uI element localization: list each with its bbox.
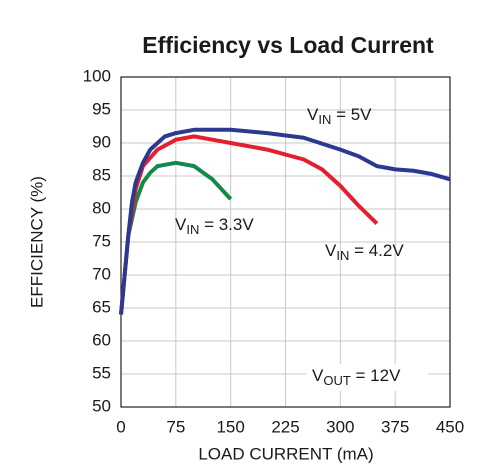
annotation: VOUT = 12V (312, 366, 401, 388)
series-label-tail: = 4.2V (349, 241, 404, 260)
series-label-main: V (307, 105, 319, 124)
series-label-main: V (325, 241, 337, 260)
y-tick-label: 85 (92, 165, 111, 184)
annotation-sub: OUT (323, 373, 351, 388)
annotation-tail: = 12V (351, 366, 401, 385)
label-background (306, 364, 428, 391)
series-label-tail: = 5V (331, 105, 372, 124)
x-tick-label: 375 (381, 417, 409, 436)
y-tick-label: 90 (92, 132, 111, 151)
line-series (119, 127, 451, 315)
x-axis-label: LOAD CURRENT (mA) (198, 444, 373, 463)
y-tick-label: 100 (83, 66, 111, 85)
y-tick-label: 50 (92, 396, 111, 415)
y-tick-label: 95 (92, 99, 111, 118)
y-tick-label: 75 (92, 231, 111, 250)
series-label-sub: IN (318, 112, 331, 127)
x-tick-label: 300 (326, 417, 354, 436)
y-tick-label: 70 (92, 264, 111, 283)
series-label-sub: IN (336, 248, 349, 263)
series-label: VIN = 4.2V (325, 241, 404, 263)
y-axis-label: EFFICIENCY (%) (27, 176, 46, 308)
plot-frame (120, 76, 451, 408)
x-tick-label: 450 (436, 417, 464, 436)
line-series (126, 160, 233, 236)
x-tick-label: 225 (271, 417, 299, 436)
series-label: VIN = 5V (307, 105, 372, 127)
y-tick-label: 65 (92, 297, 111, 316)
x-tick-label: 75 (166, 417, 185, 436)
series-label: VIN = 3.3V (175, 215, 254, 237)
x-tick-label: 150 (216, 417, 244, 436)
series-label-main: V (175, 215, 187, 234)
series-label-tail: = 3.3V (199, 215, 254, 234)
annotation-main: V (312, 366, 324, 385)
chart-title: Efficiency vs Load Current (142, 32, 434, 58)
x-tick-label: 0 (116, 417, 125, 436)
y-tick-label: 55 (92, 363, 111, 382)
y-tick-label: 80 (92, 198, 111, 217)
y-tick-label: 60 (92, 330, 111, 349)
series-label-sub: IN (186, 222, 199, 237)
